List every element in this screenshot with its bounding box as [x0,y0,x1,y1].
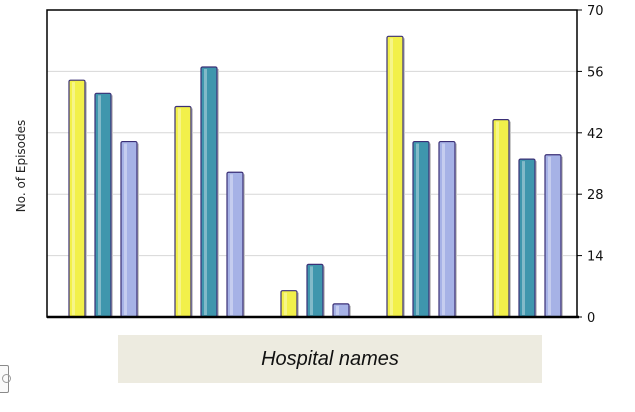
x-axis-title: Hospital names [261,347,399,370]
bar-highlight-4-0 [496,121,499,316]
bar-category-1-series-1 [68,79,86,318]
bar-highlight-1-0 [178,108,181,315]
bar-highlight-3-0 [390,38,393,316]
y-tick-label-42: 42 [587,127,604,142]
bar-category-3-series-2 [306,263,324,318]
bar-category-1-series-3 [120,140,138,318]
bar-highlight-1-2 [230,174,233,315]
bar-category-5-series-3 [544,154,562,318]
bar-category-1-series-2 [94,92,112,318]
y-tick-label-56: 56 [587,65,604,80]
bar-category-4-series-1 [386,35,404,318]
bar-category-4-series-3 [438,140,456,318]
bar-category-3-series-1 [280,290,298,318]
bar-category-2-series-2 [200,66,218,318]
y-axis-title: No. of Episodes [14,120,28,213]
bar-highlight-1-1 [204,69,207,315]
bar-highlight-0-1 [98,95,101,315]
bar-highlight-3-1 [416,143,419,315]
bar-highlight-2-1 [310,266,313,315]
settings-icon [2,374,11,383]
bar-highlight-0-0 [72,82,75,316]
bar-highlight-2-2 [336,305,339,315]
bar-category-5-series-2 [518,158,536,318]
bar-category-5-series-1 [492,119,510,318]
bar-category-2-series-1 [174,105,192,318]
x-axis-title-box: Hospital names [118,335,542,383]
bar-highlight-2-0 [284,292,287,315]
bar-highlight-4-2 [548,156,551,315]
y-tick-label-14: 14 [587,250,604,265]
axis-layer [46,9,582,319]
bar-category-2-series-3 [226,171,244,318]
bar-highlight-0-2 [124,143,127,315]
y-tick-label-70: 70 [587,4,604,19]
y-tick-label-28: 28 [587,188,604,203]
chart-options-button[interactable] [0,365,11,393]
y-tick-label-0: 0 [587,311,595,326]
bar-highlight-3-2 [442,143,445,315]
bar-highlight-4-1 [522,161,525,315]
y-tick-labels: 0 14 28 42 56 70 [587,4,604,326]
bars-layer [68,35,563,318]
bar-category-3-series-3 [332,303,350,318]
bar-category-4-series-2 [412,140,430,318]
